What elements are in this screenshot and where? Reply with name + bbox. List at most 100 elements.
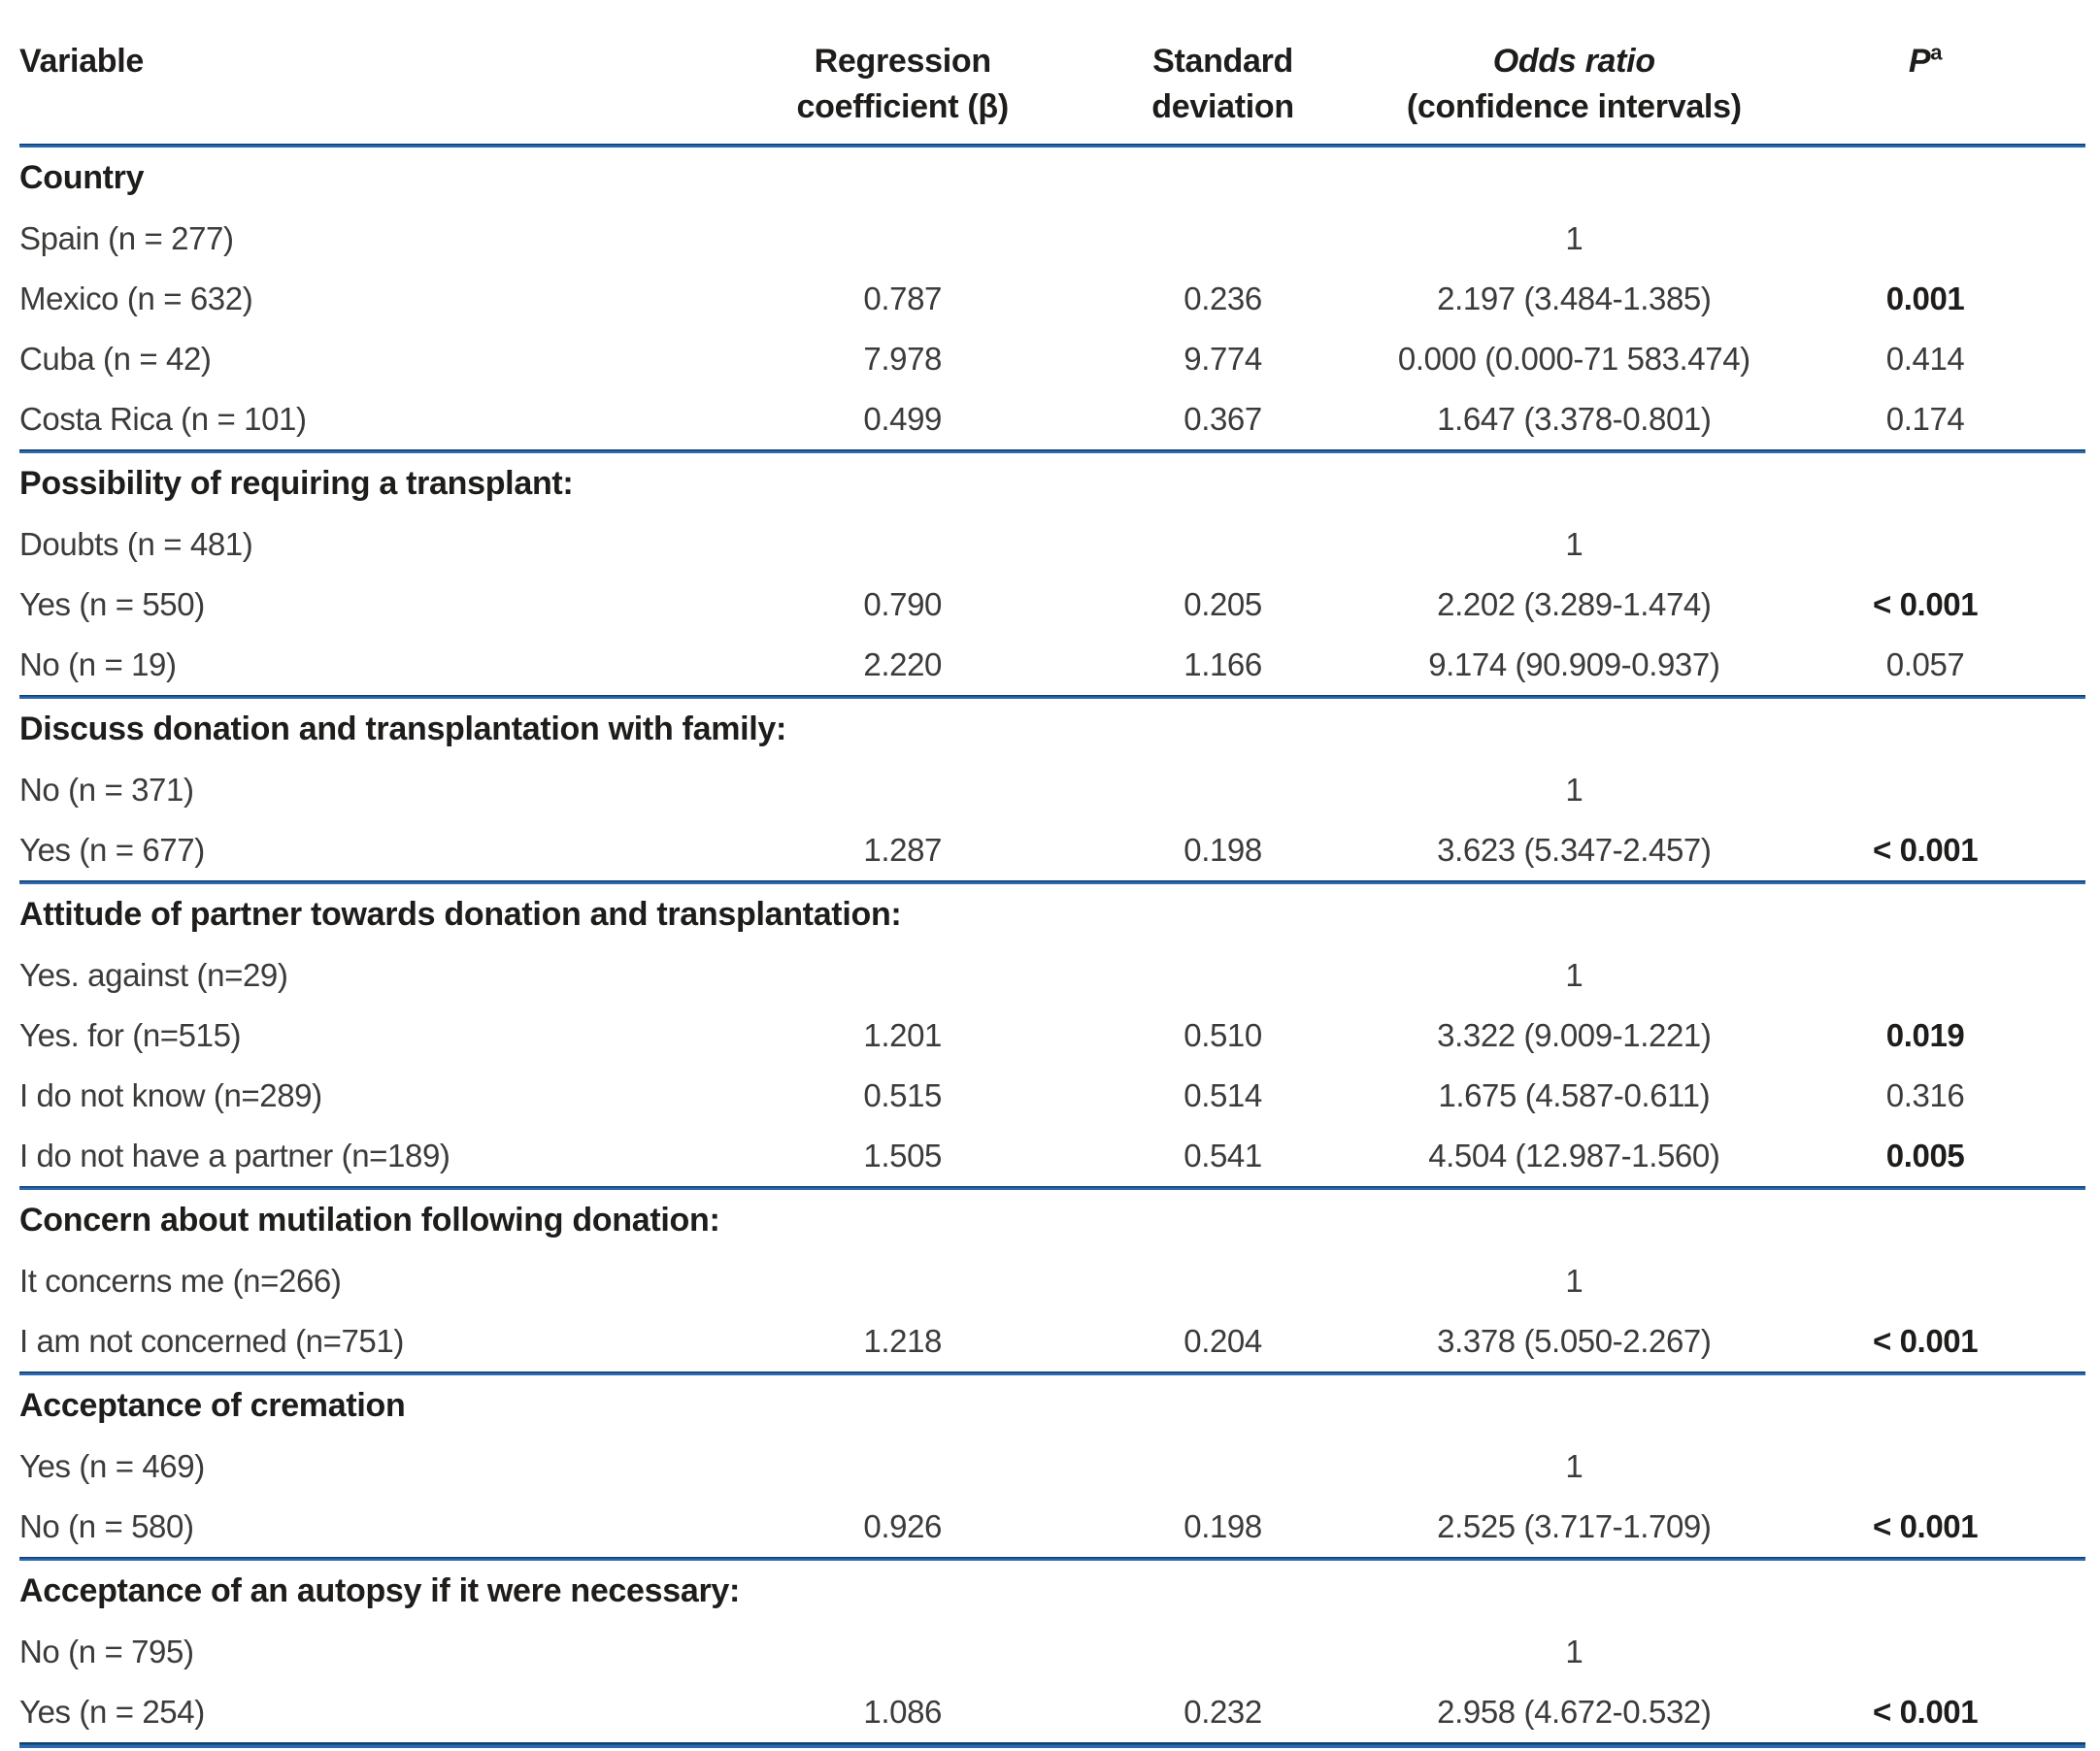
section-divider-row: [19, 1742, 2085, 1748]
table-row: No (n = 795) 1: [19, 1622, 2085, 1682]
p-value-cell: [1765, 945, 2085, 1006]
standard-deviation-cell: 0.204: [1183, 1323, 1262, 1359]
divider-rule: [19, 449, 2085, 453]
row-label: No (n = 795): [19, 1634, 194, 1669]
header-sd-line1: Standard: [1152, 43, 1294, 80]
header-variable-label: Variable: [19, 43, 145, 80]
standard-deviation-cell: [1063, 945, 1383, 1006]
section-divider-cell: [19, 1371, 2085, 1375]
odds-ratio-cell: 3.623 (5.347-2.457): [1437, 832, 1712, 868]
row-label: Yes (n = 550): [19, 586, 205, 622]
section-divider-row: [19, 1186, 2085, 1190]
table-row: Mexico (n = 632) 0.787 0.236 2.197 (3.484-1…: [19, 269, 2085, 329]
p-value-cell: 0.414: [1885, 341, 1965, 377]
odds-ratio-cell: 4.504 (12.987-1.560): [1428, 1138, 1720, 1173]
standard-deviation-cell: [1063, 1437, 1383, 1497]
table-row: No (n = 371) 1: [19, 760, 2085, 820]
section-divider-row: [19, 1371, 2085, 1375]
table-row: Costa Rica (n = 101) 0.499 0.367 1.647 (3.3…: [19, 389, 2085, 449]
regression-coefficient-cell: 0.499: [863, 401, 943, 437]
table-row: No (n = 580) 0.926 0.198 2.525 (3.717-1.709…: [19, 1497, 2085, 1557]
table-row: No (n = 19) 2.220 1.166 9.174 (90.909-0.937…: [19, 635, 2085, 695]
divider-rule: [19, 1742, 2085, 1748]
regression-coefficient-cell: 1.086: [863, 1694, 943, 1730]
row-label: No (n = 19): [19, 646, 177, 682]
p-value-cell: 0.019: [1885, 1017, 1965, 1053]
p-value-cell: 0.005: [1885, 1138, 1965, 1173]
p-value-cell: [1765, 1251, 2085, 1311]
row-label: Yes (n = 677): [19, 832, 205, 868]
section-title-row: Acceptance of cremation: [19, 1375, 2085, 1437]
table-row: Spain (n = 277) 1: [19, 209, 2085, 269]
standard-deviation-cell: [1063, 209, 1383, 269]
header-standard-deviation: Standard deviation: [1063, 23, 1383, 144]
header-odds-ratio: Odds ratio (confidence intervals): [1383, 23, 1765, 144]
p-value-cell: < 0.001: [1872, 1508, 1979, 1544]
header-regression-line1: Regression: [814, 43, 991, 80]
section-title-row: Country: [19, 148, 2085, 209]
regression-coefficient-cell: [743, 209, 1063, 269]
divider-rule: [19, 1371, 2085, 1375]
standard-deviation-cell: [1063, 1622, 1383, 1682]
standard-deviation-cell: [1063, 1251, 1383, 1311]
row-label: Yes (n = 254): [19, 1694, 205, 1730]
section-title: Concern about mutilation following donat…: [19, 1202, 720, 1239]
section-title-row: Acceptance of an autopsy if it were nece…: [19, 1561, 2085, 1622]
regression-coefficient-cell: [743, 1437, 1063, 1497]
odds-ratio-cell: 1: [1565, 1634, 1583, 1669]
header-odds-ratio-line2: (confidence intervals): [1406, 88, 1742, 125]
row-label: It concerns me (n=266): [19, 1263, 342, 1299]
table-row: Yes. for (n=515) 1.201 0.510 3.322 (9.009-1…: [19, 1006, 2085, 1066]
standard-deviation-cell: 0.367: [1183, 401, 1262, 437]
section-divider-cell: [19, 144, 2085, 148]
standard-deviation-cell: [1063, 760, 1383, 820]
row-label: Doubts (n = 481): [19, 526, 253, 562]
odds-ratio-cell: 1: [1565, 220, 1583, 256]
row-label: Yes. against (n=29): [19, 957, 288, 993]
odds-ratio-cell: 9.174 (90.909-0.937): [1428, 646, 1720, 682]
p-value-cell: [1765, 209, 2085, 269]
divider-rule: [19, 880, 2085, 884]
regression-coefficient-cell: [743, 514, 1063, 575]
section-title-row: Concern about mutilation following donat…: [19, 1190, 2085, 1251]
section-title: Acceptance of an autopsy if it were nece…: [19, 1572, 741, 1609]
row-label: No (n = 580): [19, 1508, 194, 1544]
row-label: Costa Rica (n = 101): [19, 401, 307, 437]
section-divider-cell: [19, 1557, 2085, 1561]
odds-ratio-cell: 1: [1565, 526, 1583, 562]
section-divider-cell: [19, 695, 2085, 699]
p-value-cell: 0.174: [1885, 401, 1965, 437]
p-value-cell: < 0.001: [1872, 1323, 1979, 1359]
p-value-cell: < 0.001: [1872, 832, 1979, 868]
regression-coefficient-cell: [743, 760, 1063, 820]
row-label: Spain (n = 277): [19, 220, 234, 256]
table-row: Yes. against (n=29) 1: [19, 945, 2085, 1006]
odds-ratio-cell: 3.322 (9.009-1.221): [1437, 1017, 1712, 1053]
table-row: I do not have a partner (n=189) 1.505 0.54…: [19, 1126, 2085, 1186]
section-title: Possibility of requiring a transplant:: [19, 465, 574, 502]
odds-ratio-cell: 2.958 (4.672-0.532): [1437, 1694, 1712, 1730]
section-title: Attitude of partner towards donation and…: [19, 896, 902, 933]
header-odds-ratio-line1: Odds ratio: [1492, 43, 1655, 80]
header-sd-line2: deviation: [1151, 88, 1294, 125]
table-header: Variable Regression coefficient (β) Stan…: [19, 23, 2085, 144]
divider-rule: [19, 1557, 2085, 1561]
regression-coefficient-cell: 1.505: [863, 1138, 943, 1173]
regression-coefficient-cell: 1.218: [863, 1323, 943, 1359]
odds-ratio-cell: 1: [1565, 1448, 1583, 1484]
section-title-row: Possibility of requiring a transplant:: [19, 453, 2085, 514]
table-row: I am not concerned (n=751) 1.218 0.204 3.37…: [19, 1311, 2085, 1371]
regression-results-table: Variable Regression coefficient (β) Stan…: [19, 23, 2085, 1748]
regression-coefficient-cell: 1.201: [863, 1017, 943, 1053]
p-footnote-marker: a: [1930, 40, 1943, 65]
header-regression-coefficient: Regression coefficient (β): [743, 23, 1063, 144]
row-label: I do not have a partner (n=189): [19, 1138, 450, 1173]
header-regression-line2: coefficient (β): [796, 88, 1010, 125]
standard-deviation-cell: 0.198: [1183, 1508, 1262, 1544]
standard-deviation-cell: 0.236: [1183, 281, 1262, 316]
standard-deviation-cell: 1.166: [1183, 646, 1262, 682]
odds-ratio-cell: 1.647 (3.378-0.801): [1437, 401, 1712, 437]
section-divider-row: [19, 449, 2085, 453]
row-label: No (n = 371): [19, 772, 194, 808]
p-value-cell: < 0.001: [1872, 586, 1979, 622]
